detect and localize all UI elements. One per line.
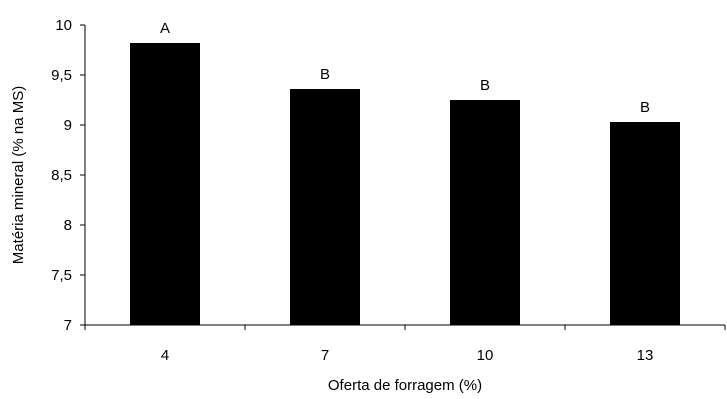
x-tick-label: 10 xyxy=(477,347,494,364)
bar-significance-label: B xyxy=(640,99,650,116)
y-tick-label: 8,5 xyxy=(51,167,72,184)
x-axis-title: Oferta de forragem (%) xyxy=(328,377,482,394)
y-tick-label: 9 xyxy=(64,117,72,134)
bar xyxy=(450,100,520,325)
y-tick-label: 10 xyxy=(55,17,72,34)
x-axis-ticks: 4 7 10 13 xyxy=(84,325,726,364)
bar xyxy=(290,89,360,325)
x-tick-label: 13 xyxy=(637,347,654,364)
bar-significance-label: B xyxy=(480,77,490,94)
bar xyxy=(610,122,680,325)
bar-labels-group: A B B B xyxy=(160,20,650,116)
x-tick-label: 7 xyxy=(321,347,329,364)
bars-group xyxy=(130,43,680,325)
bar-significance-label: B xyxy=(320,66,330,83)
y-tick-label: 9,5 xyxy=(51,67,72,84)
bar-significance-label: A xyxy=(160,20,170,37)
y-axis-title: Matéria mineral (% na MS) xyxy=(10,86,27,264)
x-tick-label: 4 xyxy=(161,347,169,364)
y-tick-label: 8 xyxy=(64,217,72,234)
y-tick-label: 7 xyxy=(64,317,72,334)
bar xyxy=(130,43,200,325)
y-tick-label: 7,5 xyxy=(51,267,72,284)
y-axis-ticks: 7 7,5 8 8,5 9 9,5 10 xyxy=(51,17,85,334)
